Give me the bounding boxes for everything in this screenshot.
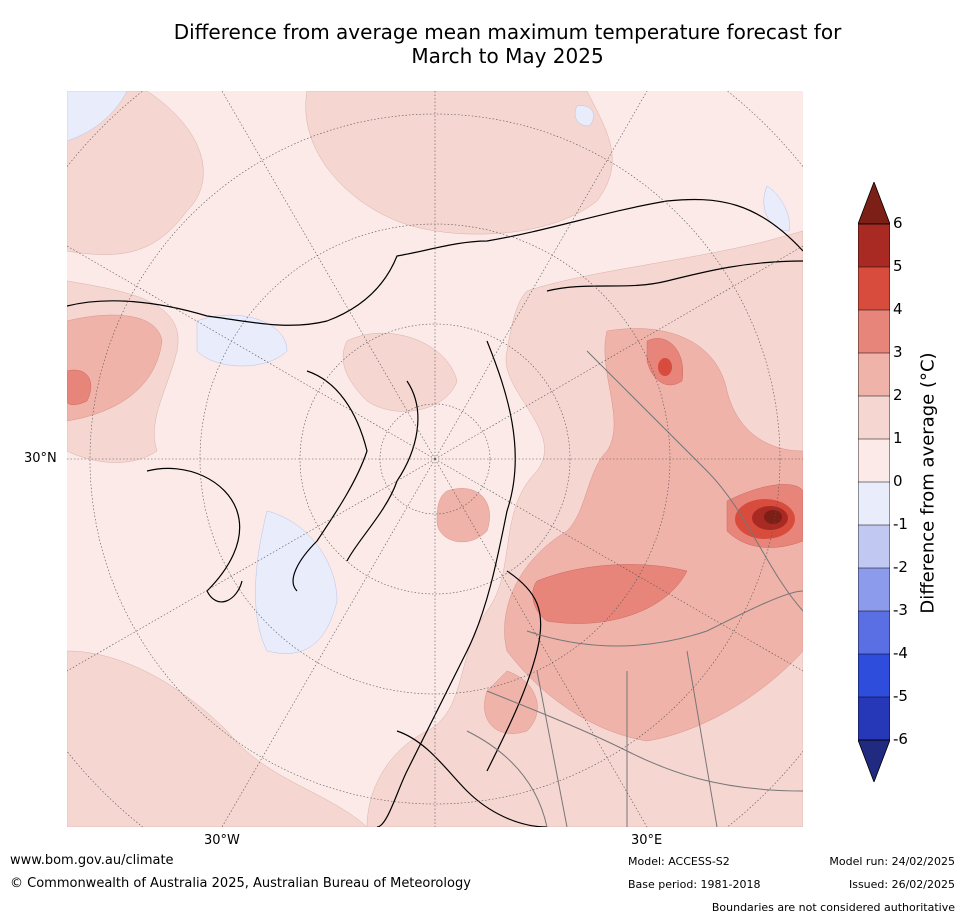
anomaly-minus-1-to-0	[67, 91, 790, 654]
legend-swatch-5-6	[858, 224, 890, 267]
title-line-1: Difference from average mean maximum tem…	[173, 20, 842, 44]
coastlines	[67, 198, 803, 827]
legend-title: Difference from average (°C)	[917, 352, 939, 614]
legend-tick-label: 6	[893, 214, 903, 232]
legend-tick-label: 0	[893, 472, 903, 490]
legend-tick-label: 2	[893, 386, 903, 404]
legend-swatch-m4-m3	[858, 611, 890, 654]
legend-tick-label: -4	[893, 644, 908, 662]
legend-tick-label: -5	[893, 687, 908, 705]
map-title: Difference from average mean maximum tem…	[60, 20, 955, 68]
footer-copyright: © Commonwealth of Australia 2025, Austra…	[10, 876, 471, 891]
legend-tick-label: -6	[893, 730, 908, 748]
anomaly-2-to-3	[67, 314, 803, 742]
legend-swatch-m2-m1	[858, 525, 890, 568]
legend-swatch-above-6	[858, 182, 890, 225]
footer-model-run: Model run: 24/02/2025	[829, 855, 955, 868]
footer-model: Model: ACCESS-S2	[628, 855, 730, 868]
title-line-2: March to May 2025	[411, 44, 604, 68]
legend-tick-label: 5	[893, 257, 903, 275]
footer-disclaimer: Boundaries are not considered authoritat…	[711, 901, 955, 914]
legend-swatch-3-4	[858, 310, 890, 353]
lat-label-30n: 30°N	[24, 451, 57, 466]
country-borders	[466, 350, 803, 827]
lon-label-30e: 30°E	[631, 833, 663, 848]
legend-tick-label: 1	[893, 429, 903, 447]
lon-label-30w: 30°W	[204, 833, 240, 848]
legend-swatch-2-3	[858, 353, 890, 396]
legend-tick-label: -2	[893, 558, 908, 576]
legend-swatch-m5-m4	[858, 654, 890, 697]
legend-swatch-1-2	[858, 396, 890, 439]
footer-url[interactable]: www.bom.gov.au/climate	[10, 853, 174, 868]
legend-tick-label: -1	[893, 515, 908, 533]
legend-swatch-m3-m2	[858, 568, 890, 611]
legend-tick-label: 3	[893, 343, 903, 361]
graticule	[67, 91, 803, 827]
footer-base-period: Base period: 1981-2018	[628, 878, 761, 891]
legend-swatch-m1-0	[858, 482, 890, 525]
temperature-anomaly-map	[67, 91, 803, 827]
footer-issued: Issued: 26/02/2025	[848, 878, 955, 891]
legend-swatch-4-5	[858, 267, 890, 310]
legend-swatch-m6-m5	[858, 697, 890, 740]
legend-swatch-below-m6	[858, 739, 890, 782]
legend-tick-label: -3	[893, 601, 908, 619]
legend-swatch-0-1	[858, 439, 890, 482]
legend-colorbar	[858, 182, 890, 782]
legend-tick-label: 4	[893, 300, 903, 318]
